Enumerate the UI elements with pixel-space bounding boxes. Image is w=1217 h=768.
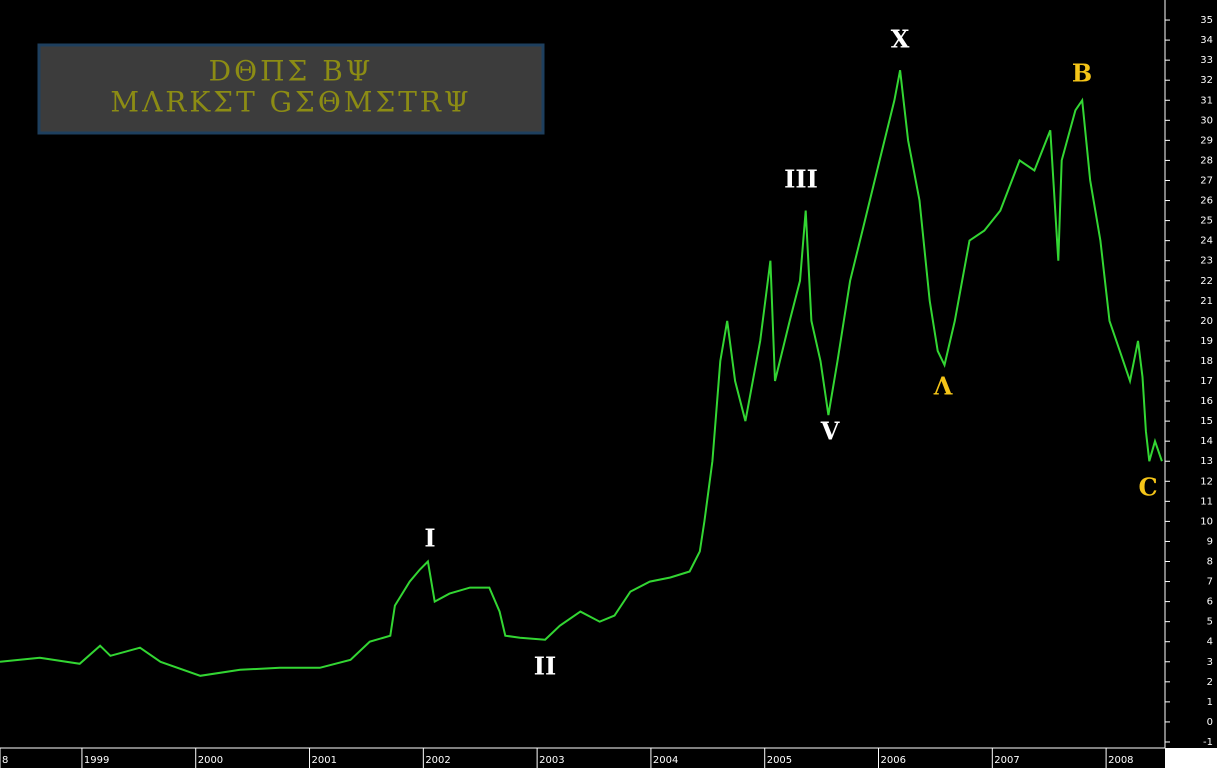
y-tick-label: 13 [1200, 456, 1213, 467]
x-tick-label: 2006 [881, 755, 906, 766]
x-tick-label: 2000 [198, 755, 223, 766]
y-tick-label: 11 [1200, 496, 1213, 507]
y-tick-label: 27 [1200, 175, 1213, 186]
corner [1165, 748, 1217, 768]
x-tick-label: 2008 [1108, 755, 1133, 766]
y-tick-label: 22 [1200, 276, 1213, 287]
y-tick-label: -1 [1203, 737, 1213, 748]
y-tick-label: 0 [1207, 717, 1213, 728]
y-tick-label: 5 [1207, 617, 1213, 628]
y-tick-label: 4 [1207, 637, 1213, 648]
y-tick-label: 19 [1200, 336, 1213, 347]
wave-label: B [1072, 59, 1092, 88]
y-tick-label: 21 [1200, 296, 1213, 307]
y-tick-label: 3 [1207, 657, 1213, 668]
x-tick-label: 1999 [84, 755, 109, 766]
y-tick-label: 31 [1200, 95, 1213, 106]
y-tick-label: 33 [1200, 55, 1213, 66]
y-tick-label: 26 [1200, 196, 1213, 207]
y-tick-label: 7 [1207, 577, 1213, 588]
x-tick-label: 2002 [425, 755, 450, 766]
watermark-line: DΘΠΣ BΨ [209, 55, 374, 88]
y-tick-label: 32 [1200, 75, 1213, 86]
y-tick-label: 2 [1207, 677, 1213, 688]
y-tick-label: 12 [1200, 476, 1213, 487]
wave-label: II [534, 652, 556, 681]
y-tick-label: 14 [1200, 436, 1213, 447]
y-tick-label: 34 [1200, 35, 1213, 46]
y-tick-label: 18 [1200, 356, 1213, 367]
y-tick-label: 17 [1200, 376, 1213, 387]
y-tick-label: 1 [1207, 697, 1213, 708]
y-tick-label: 35 [1200, 15, 1213, 26]
y-tick-label: 20 [1200, 316, 1213, 327]
y-tick-label: 23 [1200, 256, 1213, 267]
y-tick-label: 15 [1200, 416, 1213, 427]
watermark-box [37, 43, 545, 135]
y-tick-label: 28 [1200, 155, 1213, 166]
x-tick-label: 8 [2, 755, 8, 766]
y-tick-label: 10 [1200, 516, 1213, 527]
x-tick-label: 2003 [539, 755, 564, 766]
y-tick-label: 16 [1200, 396, 1213, 407]
y-tick-label: 29 [1200, 135, 1213, 146]
wave-label: X [891, 25, 910, 54]
y-tick-label: 9 [1207, 536, 1213, 547]
y-tick-label: 30 [1200, 115, 1213, 126]
price-line [0, 70, 1163, 677]
x-tick-label: 2004 [653, 755, 678, 766]
x-tick-label: 2005 [767, 755, 792, 766]
x-tick-label: 2007 [994, 755, 1019, 766]
y-tick-label: 8 [1207, 557, 1213, 568]
x-tick-label: 2001 [312, 755, 337, 766]
wave-label: I [424, 524, 435, 553]
wave-label: III [784, 165, 818, 194]
watermark-line: MΛRKΣT GΣΘMΣTRΨ [110, 86, 471, 119]
wave-label: C [1138, 473, 1157, 502]
wave-label: Λ [933, 372, 953, 401]
wave-label: V [820, 417, 840, 446]
y-tick-label: 24 [1200, 236, 1213, 247]
y-tick-label: 6 [1207, 597, 1213, 608]
y-tick-label: 25 [1200, 216, 1213, 227]
